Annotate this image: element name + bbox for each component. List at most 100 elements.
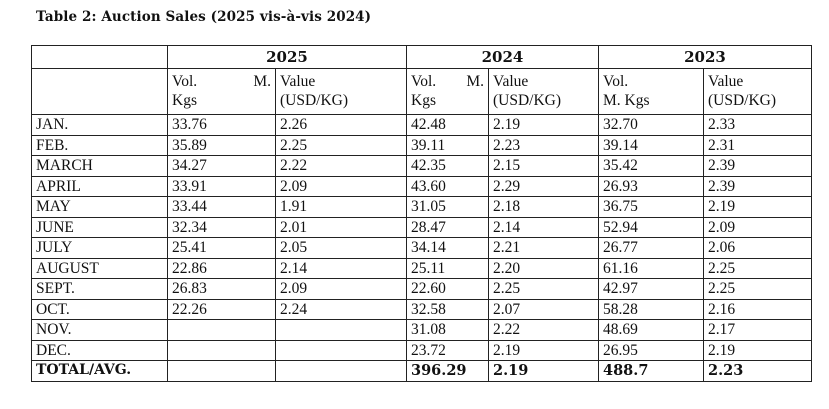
vol-2023-cell: 42.97: [598, 278, 704, 300]
value-2023-cell: 2.39: [703, 155, 812, 177]
vol-2024-cell: 39.11: [406, 134, 489, 156]
month-cell: DEC.: [31, 339, 168, 361]
table-row: APRIL 33.91 2.09 43.60 2.29 26.93 2.39: [31, 175, 812, 197]
vol-2024-cell: 25.11: [406, 257, 489, 279]
month-cell: AUGUST: [31, 257, 168, 279]
table-row: JULY 25.41 2.05 34.14 2.21 26.77 2.06: [31, 237, 812, 259]
value-2024-cell: 2.18: [488, 196, 599, 218]
value-2025-cell: 2.22: [275, 155, 407, 177]
auction-sales-table: 2025 2024 2023 Vol. M. Kgs Value (USD/KG)…: [31, 45, 812, 382]
vol-2025-cell: [167, 319, 276, 341]
year-header-row: 2025 2024 2023: [31, 45, 812, 69]
vol-2023-cell: 26.93: [598, 175, 704, 197]
month-cell: APRIL: [31, 175, 168, 197]
value-2024-cell: 2.15: [488, 155, 599, 177]
value-header-2023: Value (USD/KG): [703, 68, 812, 115]
vol-header-2023: Vol. M. Kgs: [598, 68, 704, 115]
vol-2025-cell: 32.34: [167, 216, 276, 238]
table-row: MARCH 34.27 2.22 42.35 2.15 35.42 2.39: [31, 155, 812, 177]
value-2024-cell: 2.07: [488, 298, 599, 320]
value-2024-cell: 2.19: [488, 114, 599, 136]
month-cell: JUNE: [31, 216, 168, 238]
value-2025-cell: 2.25: [275, 134, 407, 156]
month-cell: MAY: [31, 196, 168, 218]
value-2025-cell: 2.09: [275, 175, 407, 197]
vol-2025-cell: [167, 339, 276, 361]
table-row: AUGUST 22.86 2.14 25.11 2.20 61.16 2.25: [31, 257, 812, 279]
vol-2024-cell: 42.35: [406, 155, 489, 177]
table-row: NOV. 31.08 2.22 48.69 2.17: [31, 319, 812, 341]
table-row: DEC. 23.72 2.19 26.95 2.19: [31, 339, 812, 361]
total-value-2024: 2.19: [488, 360, 599, 382]
vol-2025-cell: 26.83: [167, 278, 276, 300]
vol-2023-cell: 48.69: [598, 319, 704, 341]
total-vol-2024: 396.29: [406, 360, 489, 382]
vol-header-2025: Vol. M. Kgs: [167, 68, 276, 115]
vol-2023-cell: 61.16: [598, 257, 704, 279]
vol-2024-cell: 31.08: [406, 319, 489, 341]
value-2024-cell: 2.23: [488, 134, 599, 156]
vol-2024-cell: 22.60: [406, 278, 489, 300]
value-2024-cell: 2.21: [488, 237, 599, 259]
value-2025-cell: [275, 339, 407, 361]
value-2023-cell: 2.39: [703, 175, 812, 197]
value-2025-cell: 2.26: [275, 114, 407, 136]
value-2023-cell: 2.19: [703, 339, 812, 361]
vol-2023-cell: 26.95: [598, 339, 704, 361]
vol-2025-cell: 33.44: [167, 196, 276, 218]
value-2024-cell: 2.25: [488, 278, 599, 300]
data-rows: JAN. 33.76 2.26 42.48 2.19 32.70 2.33 FEB. 35.89…: [31, 114, 812, 361]
total-label: TOTAL/AVG.: [31, 360, 168, 382]
vol-2024-cell: 42.48: [406, 114, 489, 136]
year-header-2025: 2025: [167, 45, 407, 69]
month-cell: JAN.: [31, 114, 168, 136]
vol-2025-cell: 25.41: [167, 237, 276, 259]
value-2023-cell: 2.33: [703, 114, 812, 136]
column-subheader-row: Vol. M. Kgs Value (USD/KG) Vol. M. Kgs Val…: [31, 68, 812, 115]
vol-header-2024: Vol. M. Kgs: [406, 68, 489, 115]
corner-cell: [31, 45, 168, 69]
value-2023-cell: 2.06: [703, 237, 812, 259]
vol-2023-cell: 35.42: [598, 155, 704, 177]
value-header-2024: Value (USD/KG): [488, 68, 599, 115]
vol-2025-cell: 22.86: [167, 257, 276, 279]
total-value-2025: [275, 360, 407, 382]
month-cell: NOV.: [31, 319, 168, 341]
value-2024-cell: 2.29: [488, 175, 599, 197]
value-2023-cell: 2.16: [703, 298, 812, 320]
table-row: JUNE 32.34 2.01 28.47 2.14 52.94 2.09: [31, 216, 812, 238]
vol-2025-cell: 35.89: [167, 134, 276, 156]
table-row: JAN. 33.76 2.26 42.48 2.19 32.70 2.33: [31, 114, 812, 136]
value-2023-cell: 2.19: [703, 196, 812, 218]
subheader-blank: [31, 68, 168, 115]
value-2025-cell: 2.01: [275, 216, 407, 238]
month-cell: FEB.: [31, 134, 168, 156]
value-header-2025: Value (USD/KG): [275, 68, 407, 115]
vol-2025-cell: 33.76: [167, 114, 276, 136]
total-row: TOTAL/AVG. 396.29 2.19 488.7 2.23: [31, 360, 812, 382]
value-2025-cell: 2.14: [275, 257, 407, 279]
vol-2023-cell: 58.28: [598, 298, 704, 320]
month-cell: MARCH: [31, 155, 168, 177]
value-2024-cell: 2.22: [488, 319, 599, 341]
value-2023-cell: 2.31: [703, 134, 812, 156]
vol-2025-cell: 33.91: [167, 175, 276, 197]
total-vol-2023: 488.7: [598, 360, 704, 382]
vol-2024-cell: 23.72: [406, 339, 489, 361]
value-2025-cell: 2.05: [275, 237, 407, 259]
vol-2024-cell: 32.58: [406, 298, 489, 320]
total-value-2023: 2.23: [703, 360, 812, 382]
year-header-2024: 2024: [406, 45, 599, 69]
table-row: FEB. 35.89 2.25 39.11 2.23 39.14 2.31: [31, 134, 812, 156]
table-row: OCT. 22.26 2.24 32.58 2.07 58.28 2.16: [31, 298, 812, 320]
vol-2024-cell: 43.60: [406, 175, 489, 197]
vol-2023-cell: 52.94: [598, 216, 704, 238]
vol-2025-cell: 22.26: [167, 298, 276, 320]
value-2023-cell: 2.25: [703, 278, 812, 300]
value-2025-cell: 1.91: [275, 196, 407, 218]
month-cell: OCT.: [31, 298, 168, 320]
value-2023-cell: 2.09: [703, 216, 812, 238]
value-2024-cell: 2.20: [488, 257, 599, 279]
vol-2023-cell: 26.77: [598, 237, 704, 259]
total-vol-2025: [167, 360, 276, 382]
